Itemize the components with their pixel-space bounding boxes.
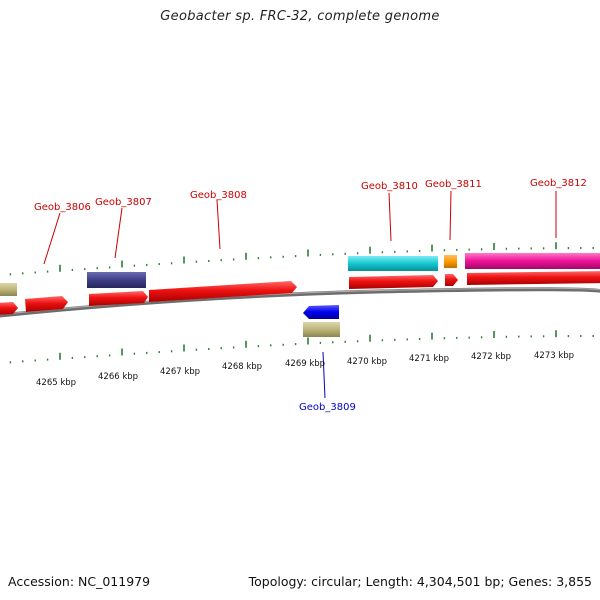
gene-arrow-forward[interactable] <box>445 274 458 286</box>
gene-arrow-forward[interactable] <box>149 281 297 302</box>
gene-arrow-forward[interactable] <box>349 275 438 289</box>
genome-summary-text: Topology: circular; Length: 4,304,501 bp… <box>248 574 592 589</box>
gene-label-geob-3809[interactable]: Geob_3809 <box>299 402 356 413</box>
gene-label-geob-3807[interactable]: Geob_3807 <box>95 197 152 208</box>
scale-label: 4265 kbp <box>36 378 76 388</box>
scale-label: 4273 kbp <box>534 351 574 361</box>
scale-label: 4271 kbp <box>409 354 449 364</box>
gene-label-geob-3810[interactable]: Geob_3810 <box>361 181 418 192</box>
gene-block-orange[interactable] <box>444 255 457 268</box>
scale-label: 4270 kbp <box>347 357 387 367</box>
accession-text: Accession: NC_011979 <box>8 574 151 589</box>
gene-leader-lines <box>43 190 557 265</box>
scale-label: 4266 kbp <box>98 372 138 382</box>
scale-label: 4268 kbp <box>222 362 262 372</box>
scale-label: 4267 kbp <box>160 367 200 377</box>
gene-arrow-reverse[interactable] <box>303 305 339 319</box>
gene-arrow-forward[interactable] <box>25 296 68 312</box>
scale-label: 4272 kbp <box>471 352 511 362</box>
gene-label-geob-3808[interactable]: Geob_3808 <box>190 190 247 201</box>
gene-label-geob-3806[interactable]: Geob_3806 <box>34 202 91 213</box>
gene-block-khaki[interactable] <box>0 283 17 296</box>
genome-backbone <box>0 287 600 318</box>
gene-block-magenta[interactable] <box>465 253 600 269</box>
gene-label-geob-3811[interactable]: Geob_3811 <box>425 179 482 190</box>
gene-arrow-forward[interactable] <box>0 302 18 315</box>
lower-scale-ticks <box>9 330 594 364</box>
upper-scale-ticks <box>9 242 594 276</box>
gene-block-purple[interactable] <box>87 272 146 288</box>
gene-arrow-forward[interactable] <box>89 291 148 306</box>
gene-label-geob-3812[interactable]: Geob_3812 <box>530 178 587 189</box>
scale-label: 4269 kbp <box>285 359 325 369</box>
gene-block-khaki[interactable] <box>303 322 340 337</box>
gene-arrow-forward[interactable] <box>467 271 600 285</box>
gene-leader-line-blue <box>322 351 326 399</box>
gene-block-cyan[interactable] <box>348 256 438 271</box>
genome-title: Geobacter sp. FRC-32, complete genome <box>160 9 440 24</box>
